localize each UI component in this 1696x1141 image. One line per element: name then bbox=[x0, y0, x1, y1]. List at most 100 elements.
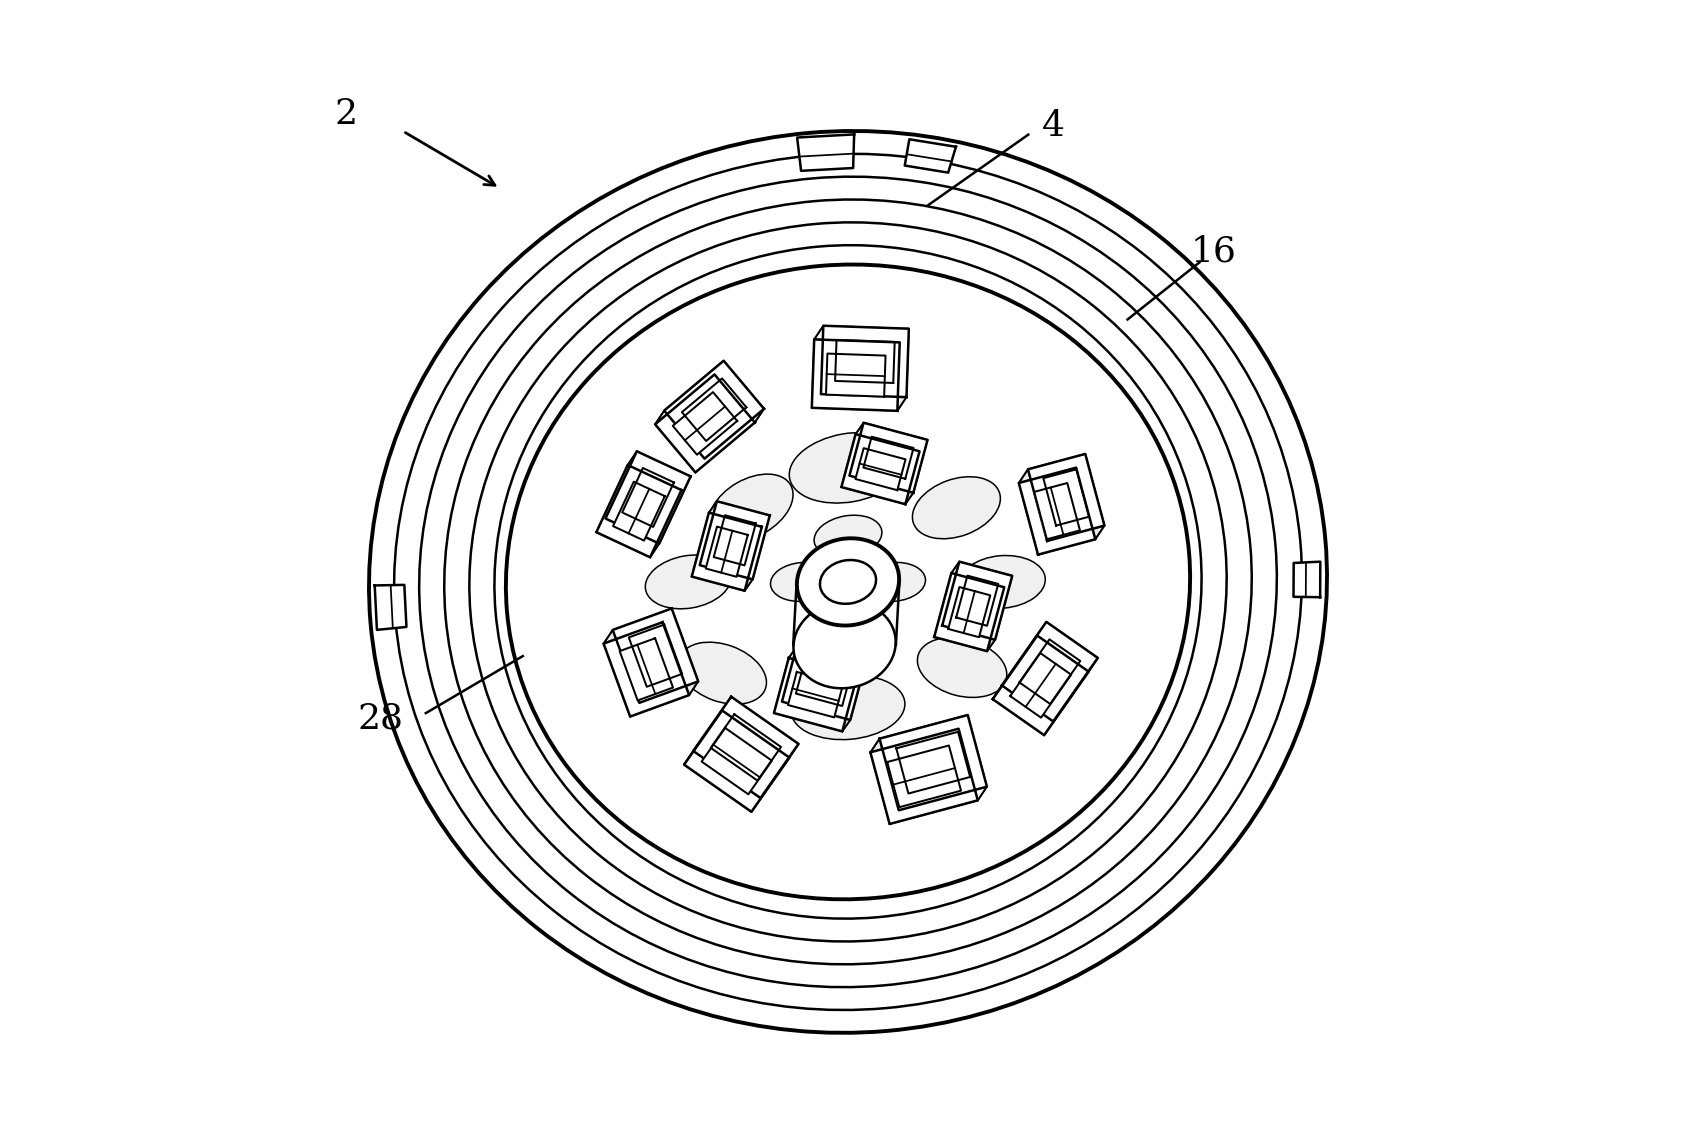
Polygon shape bbox=[1035, 483, 1080, 540]
Ellipse shape bbox=[370, 131, 1326, 1033]
Ellipse shape bbox=[419, 177, 1277, 987]
Polygon shape bbox=[683, 751, 760, 811]
Polygon shape bbox=[814, 325, 909, 342]
Polygon shape bbox=[812, 339, 899, 411]
Polygon shape bbox=[682, 379, 746, 442]
Polygon shape bbox=[880, 715, 987, 810]
Polygon shape bbox=[1011, 653, 1072, 718]
Ellipse shape bbox=[814, 596, 882, 637]
Polygon shape bbox=[773, 658, 856, 731]
Polygon shape bbox=[711, 714, 782, 780]
Polygon shape bbox=[683, 711, 789, 811]
Polygon shape bbox=[700, 501, 770, 580]
Polygon shape bbox=[745, 516, 770, 591]
Polygon shape bbox=[934, 625, 996, 652]
Polygon shape bbox=[1028, 454, 1104, 541]
Ellipse shape bbox=[678, 642, 767, 704]
Polygon shape bbox=[987, 576, 1013, 652]
Polygon shape bbox=[692, 512, 762, 591]
Polygon shape bbox=[1043, 469, 1089, 526]
Polygon shape bbox=[1019, 468, 1096, 555]
Ellipse shape bbox=[958, 556, 1045, 608]
Polygon shape bbox=[855, 422, 928, 452]
Polygon shape bbox=[943, 561, 1013, 640]
Polygon shape bbox=[605, 452, 690, 543]
Polygon shape bbox=[870, 729, 979, 824]
Polygon shape bbox=[665, 361, 763, 459]
Polygon shape bbox=[773, 702, 850, 731]
Polygon shape bbox=[934, 573, 1004, 652]
Ellipse shape bbox=[862, 563, 926, 601]
Text: 2: 2 bbox=[334, 97, 358, 131]
Polygon shape bbox=[812, 394, 906, 411]
Polygon shape bbox=[1019, 454, 1085, 483]
Polygon shape bbox=[841, 476, 914, 504]
Polygon shape bbox=[821, 325, 909, 397]
Polygon shape bbox=[597, 466, 682, 557]
Ellipse shape bbox=[794, 601, 895, 688]
Polygon shape bbox=[604, 622, 689, 717]
Polygon shape bbox=[655, 374, 755, 472]
Polygon shape bbox=[604, 630, 639, 717]
Polygon shape bbox=[812, 339, 899, 411]
Ellipse shape bbox=[393, 154, 1303, 1010]
Polygon shape bbox=[1038, 526, 1104, 555]
Polygon shape bbox=[683, 697, 731, 764]
Polygon shape bbox=[375, 585, 407, 630]
Polygon shape bbox=[655, 361, 724, 424]
Polygon shape bbox=[1019, 639, 1080, 704]
Ellipse shape bbox=[797, 539, 899, 625]
Polygon shape bbox=[1002, 622, 1097, 721]
Polygon shape bbox=[897, 329, 909, 411]
Polygon shape bbox=[890, 786, 987, 824]
Polygon shape bbox=[650, 477, 690, 557]
Text: 28: 28 bbox=[358, 702, 404, 736]
Polygon shape bbox=[834, 340, 895, 383]
Polygon shape bbox=[992, 686, 1053, 735]
Polygon shape bbox=[631, 681, 699, 717]
Polygon shape bbox=[706, 527, 748, 576]
Ellipse shape bbox=[444, 200, 1252, 964]
Polygon shape bbox=[957, 576, 999, 625]
Polygon shape bbox=[1038, 622, 1097, 672]
Polygon shape bbox=[604, 608, 672, 644]
Polygon shape bbox=[934, 573, 1004, 652]
Polygon shape bbox=[709, 501, 770, 527]
Polygon shape bbox=[812, 325, 823, 407]
Polygon shape bbox=[692, 512, 762, 591]
Polygon shape bbox=[604, 622, 689, 717]
Polygon shape bbox=[1045, 658, 1097, 735]
Polygon shape bbox=[992, 636, 1089, 735]
Polygon shape bbox=[1294, 561, 1319, 597]
Text: 16: 16 bbox=[1191, 234, 1236, 268]
Polygon shape bbox=[870, 738, 899, 824]
Polygon shape bbox=[841, 434, 919, 504]
Polygon shape bbox=[694, 697, 799, 798]
Polygon shape bbox=[722, 697, 799, 758]
Polygon shape bbox=[1077, 454, 1104, 540]
Ellipse shape bbox=[470, 222, 1226, 941]
Ellipse shape bbox=[644, 555, 731, 609]
Polygon shape bbox=[692, 565, 753, 591]
Polygon shape bbox=[612, 482, 665, 541]
Polygon shape bbox=[655, 374, 755, 472]
Text: 4: 4 bbox=[1041, 108, 1065, 143]
Polygon shape bbox=[1019, 468, 1096, 555]
Polygon shape bbox=[622, 468, 673, 527]
Polygon shape bbox=[870, 729, 979, 824]
Polygon shape bbox=[951, 561, 1013, 588]
Polygon shape bbox=[597, 452, 636, 532]
Ellipse shape bbox=[770, 563, 834, 601]
Ellipse shape bbox=[912, 477, 1001, 539]
Polygon shape bbox=[958, 715, 987, 800]
Polygon shape bbox=[629, 624, 682, 687]
Polygon shape bbox=[692, 501, 717, 576]
Polygon shape bbox=[887, 745, 962, 807]
Polygon shape bbox=[948, 588, 990, 637]
Polygon shape bbox=[870, 715, 968, 752]
Ellipse shape bbox=[918, 638, 1007, 697]
Ellipse shape bbox=[709, 475, 794, 541]
Polygon shape bbox=[1019, 469, 1046, 555]
Polygon shape bbox=[904, 139, 957, 172]
Polygon shape bbox=[863, 437, 914, 479]
